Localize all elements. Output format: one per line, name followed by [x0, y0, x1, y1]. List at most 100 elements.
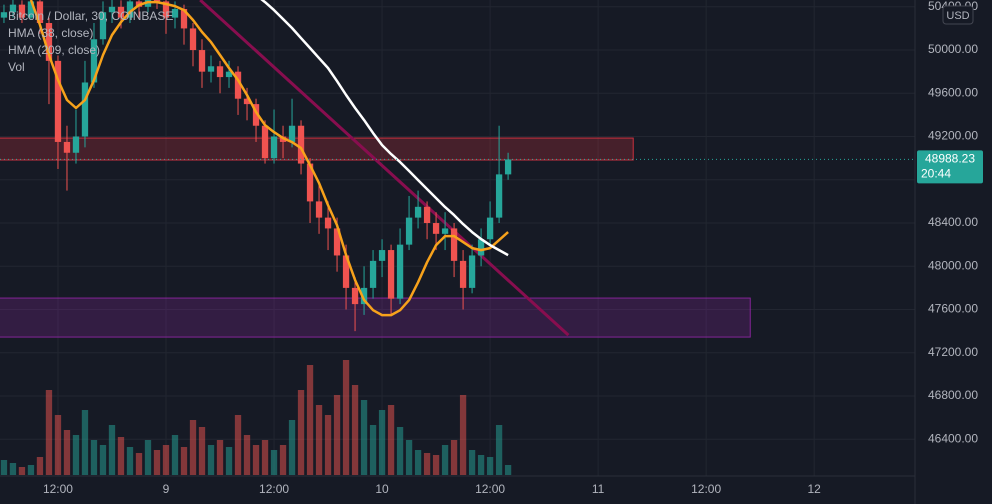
x-tick-label: 12:00 — [259, 482, 289, 496]
candle-body — [198, 50, 206, 72]
volume-bar — [171, 435, 179, 475]
last-price-label: 48988.23 — [925, 152, 975, 166]
volume-bar — [396, 427, 404, 475]
candle-body — [99, 12, 107, 40]
indicator-line — [260, 0, 509, 257]
volume-bar — [261, 440, 269, 475]
x-tick-label: 12:00 — [43, 482, 73, 496]
x-tick-label: 12:00 — [691, 482, 721, 496]
y-tick-label: 47600.00 — [928, 302, 978, 316]
volume-bar — [405, 440, 413, 475]
candle-body — [396, 244, 404, 299]
candle-body — [90, 39, 98, 83]
candle-body — [504, 159, 512, 175]
volume-bar — [423, 453, 431, 475]
volume-bar — [333, 395, 341, 475]
volume-bar — [126, 447, 134, 475]
candle-body — [450, 228, 458, 261]
y-tick-label: 49600.00 — [928, 85, 978, 99]
candle-body — [189, 28, 197, 51]
y-tick-label: 46400.00 — [928, 431, 978, 445]
candle-body — [378, 250, 386, 261]
plot-area — [0, 0, 915, 475]
symbol-title: Bitcoin / Dollar, 30, COINBASE — [8, 9, 173, 23]
volume-bar — [225, 447, 233, 475]
volume-bar — [198, 427, 206, 475]
volume-bar — [441, 445, 449, 475]
candle-body — [18, 4, 26, 18]
candle-body — [243, 98, 251, 105]
x-tick-label: 12 — [807, 482, 821, 496]
volume-bar — [342, 360, 350, 475]
candle-body — [342, 255, 350, 288]
volume-bar — [144, 440, 152, 475]
zone — [0, 137, 634, 161]
volume-bar — [477, 455, 485, 475]
volume-bar — [72, 435, 80, 475]
candle-body — [333, 228, 341, 256]
candle-body — [468, 255, 476, 288]
volume-bar — [90, 440, 98, 475]
candle-body — [315, 201, 323, 218]
currency-label[interactable]: USD — [946, 10, 969, 22]
volume-bar — [153, 450, 161, 475]
candle-body — [306, 163, 314, 202]
y-tick-label: 46800.00 — [928, 388, 978, 402]
x-tick-label: 10 — [375, 482, 389, 496]
candle-body — [360, 287, 368, 305]
indicator-line — [29, 0, 509, 317]
candle-body — [72, 136, 80, 153]
candle-body — [216, 66, 224, 78]
y-tick-label: 50000.00 — [928, 42, 978, 56]
candle-body — [405, 217, 413, 245]
volume-bar — [189, 420, 197, 475]
y-tick-label: 47200.00 — [928, 345, 978, 359]
candle-body — [261, 125, 269, 159]
volume-bar — [369, 425, 377, 475]
volume-bar — [495, 425, 503, 475]
volume-bar — [459, 395, 467, 475]
candle-body — [324, 217, 332, 229]
volume-bar — [36, 457, 44, 475]
volume-bar — [27, 465, 35, 475]
y-tick-label: 49200.00 — [928, 129, 978, 143]
candle-body — [27, 1, 35, 18]
volume-bar — [117, 437, 125, 475]
trend-line — [199, 0, 570, 337]
last-price-box — [917, 150, 983, 184]
candle-body — [270, 136, 278, 159]
volume-bar — [81, 410, 89, 475]
candle-body — [9, 4, 17, 13]
volume-bar — [378, 410, 386, 475]
candle-body — [126, 1, 134, 18]
volume-bar — [387, 405, 395, 475]
legend: Bitcoin / Dollar, 30, COINBASE HMA (38, … — [8, 9, 173, 74]
candle-body — [207, 66, 215, 72]
zone — [0, 297, 751, 338]
candle-body — [45, 23, 53, 61]
volume-bar — [360, 400, 368, 475]
volume-bar — [63, 430, 71, 475]
volume-bar — [162, 445, 170, 475]
volume-bar — [108, 425, 116, 475]
currency-button[interactable] — [942, 5, 974, 25]
candle-body — [288, 125, 296, 142]
volume-bar — [45, 390, 53, 475]
grid — [0, 0, 915, 476]
y-tick-label: 48400.00 — [928, 215, 978, 229]
candle-body — [153, 0, 161, 2]
legend-entry: HMA (38, close) — [8, 26, 93, 40]
volume-bar — [180, 447, 188, 475]
candle-body — [108, 6, 116, 13]
volume-bar — [351, 385, 359, 475]
volume-bar — [18, 467, 26, 475]
volume-bar — [450, 440, 458, 475]
volume-bar — [0, 460, 8, 475]
axes: 46400.00 46800.00 47200.00 47600.00 48000.00… — [43, 0, 983, 496]
candle-body — [297, 125, 305, 164]
y-tick-label: 48000.00 — [928, 258, 978, 272]
candle-body — [0, 12, 8, 18]
volume-bar — [279, 445, 287, 475]
candle-body — [36, 1, 44, 24]
